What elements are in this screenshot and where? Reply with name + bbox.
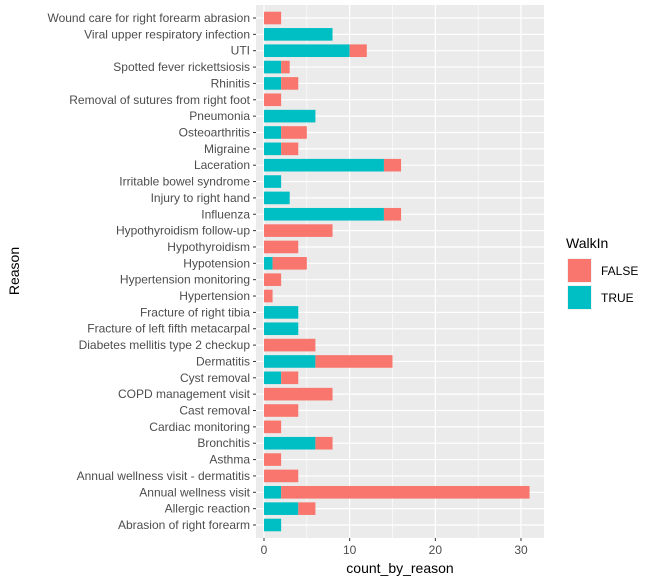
bar-true [264,355,316,368]
bar-true [264,158,384,172]
bar-true [264,436,316,450]
bar-false [281,60,290,74]
bar-true [264,257,273,270]
y-tick-label: Hypertension [179,289,250,303]
y-tick-label: COPD management visit [118,387,251,401]
y-tick-label: Annual wellness visit [139,485,250,499]
y-tick-label: Spotted fever rickettsiosis [113,60,250,74]
bar-false [383,158,402,172]
bar-false [264,273,282,286]
bar-true [264,109,316,123]
bar-true [264,371,282,385]
bar-true [264,28,333,41]
y-tick-label: Viral upper respiratory infection [84,27,250,41]
bar-true [264,175,282,188]
y-tick-label: Annual wellness visit - dermatitis [77,469,250,483]
y-axis-title: Reason [6,247,22,295]
y-tick-label: Hypotension [183,256,250,270]
bar-true [264,485,282,499]
bar-true [264,207,384,221]
bar-false [264,453,282,466]
bar-false [264,93,282,107]
legend: WalkIn FALSE TRUE [566,235,638,310]
bar-true [264,306,299,319]
legend-title: WalkIn [566,235,608,251]
y-tick-label: Wound care for right forearm abrasion [47,11,250,25]
y-tick-label: Fracture of left fifth metacarpal [87,322,250,336]
plot-panel [256,5,544,538]
y-tick-label: Cardiac monitoring [149,420,250,434]
legend-swatch-true [568,286,591,309]
bar-false [264,224,333,237]
y-tick-label: Influenza [201,207,250,221]
bar-false [264,289,273,303]
y-tick-label: Dermatitis [196,354,250,368]
y-tick-label: Diabetes mellitis type 2 checkup [79,338,251,352]
legend-label-true: TRUE [601,291,634,305]
bar-false [315,355,393,368]
grid-lines [256,5,544,538]
legend-items: FALSE TRUE [567,258,638,310]
y-axis: Abrasion of right forearm Allergic reacti… [47,11,256,532]
bar-true [264,502,299,515]
y-tick-label: Asthma [209,453,250,467]
bar-false [349,44,367,58]
y-tick-label: Cyst removal [180,371,250,385]
y-tick-label: Bronchitis [197,436,250,450]
bar-false [264,338,316,352]
y-tick-label: Removal of sutures from right foot [69,93,250,107]
bar-false [264,469,299,483]
bar-true [264,60,282,74]
bar-true [264,518,282,532]
x-tick-label: 10 [343,543,357,557]
bar-true [264,191,290,205]
bar-false [264,240,299,254]
y-tick-label: Irritable bowel syndrome [119,175,250,189]
bar-false [383,207,402,221]
y-tick-label: Rhinitis [211,76,250,90]
bar-false [281,77,299,90]
bar-true [264,322,299,336]
y-tick-label: UTI [231,44,250,58]
bar-false [281,371,299,385]
legend-label-false: FALSE [601,264,638,278]
bar-true [264,126,282,139]
x-tick-label: 30 [514,543,528,557]
y-tick-label: Hypertension monitoring [120,273,250,287]
y-tick-label: Pneumonia [189,109,250,123]
y-tick-label: Hypothyroidism follow-up [116,224,250,238]
bar-false [264,404,299,417]
bar-false [315,436,333,450]
bar-false [264,387,333,401]
y-tick-label: Laceration [194,158,250,172]
y-tick-label: Hypothyroidism [167,240,250,254]
bar-false [272,257,307,270]
y-tick-label: Allergic reaction [165,502,250,516]
bar-false [281,142,299,156]
y-tick-label: Fracture of right tibia [140,305,250,319]
x-tick-label: 0 [261,543,268,557]
y-tick-label: Injury to right hand [151,191,250,205]
bar-false [281,485,530,499]
y-tick-label: Osteoarthritis [179,125,250,139]
y-tick-label: Migraine [204,142,250,156]
x-axis: 0 10 20 30 [261,538,528,557]
y-tick-label: Abrasion of right forearm [118,518,250,532]
bar-false [264,11,282,25]
bar-true [264,142,282,156]
bar-true [264,44,350,58]
x-tick-label: 20 [429,543,443,557]
bars [264,11,530,532]
bar-false [298,502,316,515]
bar-true [264,77,282,90]
legend-swatch-false [568,259,591,282]
x-axis-title: count_by_reason [346,560,453,576]
bar-false [264,420,282,434]
bar-false [281,126,307,139]
y-tick-label: Cast removal [179,404,250,418]
